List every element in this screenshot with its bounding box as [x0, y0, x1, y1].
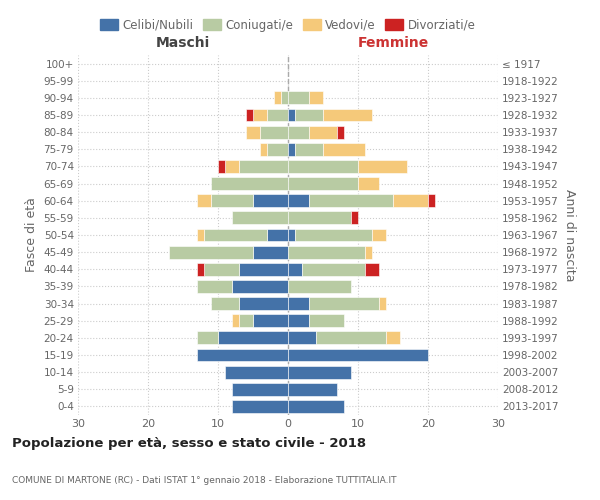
- Bar: [169, 246, 253, 258]
- Bar: [232, 212, 288, 224]
- Bar: [288, 263, 302, 276]
- Bar: [281, 92, 288, 104]
- Bar: [288, 177, 358, 190]
- Bar: [211, 177, 288, 190]
- Bar: [197, 194, 211, 207]
- Bar: [225, 160, 239, 173]
- Bar: [288, 143, 295, 156]
- Bar: [260, 143, 267, 156]
- Bar: [365, 263, 379, 276]
- Bar: [239, 297, 288, 310]
- Bar: [246, 126, 260, 138]
- Bar: [204, 263, 239, 276]
- Bar: [204, 228, 267, 241]
- Bar: [197, 348, 288, 362]
- Bar: [288, 366, 351, 378]
- Bar: [197, 280, 232, 293]
- Bar: [309, 297, 379, 310]
- Bar: [246, 108, 253, 122]
- Bar: [309, 92, 323, 104]
- Bar: [323, 108, 372, 122]
- Text: Maschi: Maschi: [156, 36, 210, 50]
- Y-axis label: Anni di nascita: Anni di nascita: [563, 188, 575, 281]
- Bar: [288, 332, 316, 344]
- Text: COMUNE DI MARTONE (RC) - Dati ISTAT 1° gennaio 2018 - Elaborazione TUTTITALIA.IT: COMUNE DI MARTONE (RC) - Dati ISTAT 1° g…: [12, 476, 397, 485]
- Bar: [309, 126, 337, 138]
- Bar: [218, 160, 225, 173]
- Bar: [309, 194, 393, 207]
- Bar: [253, 108, 267, 122]
- Bar: [309, 314, 344, 327]
- Bar: [428, 194, 435, 207]
- Bar: [260, 126, 288, 138]
- Bar: [218, 332, 288, 344]
- Bar: [288, 194, 309, 207]
- Bar: [197, 332, 218, 344]
- Bar: [288, 383, 337, 396]
- Bar: [288, 126, 309, 138]
- Bar: [295, 108, 323, 122]
- Bar: [351, 212, 358, 224]
- Bar: [379, 297, 386, 310]
- Bar: [232, 280, 288, 293]
- Bar: [267, 108, 288, 122]
- Legend: Celibi/Nubili, Coniugati/e, Vedovi/e, Divorziati/e: Celibi/Nubili, Coniugati/e, Vedovi/e, Di…: [95, 14, 481, 36]
- Bar: [295, 143, 323, 156]
- Bar: [197, 263, 204, 276]
- Bar: [288, 400, 344, 413]
- Bar: [288, 348, 428, 362]
- Bar: [253, 194, 288, 207]
- Bar: [288, 212, 351, 224]
- Bar: [316, 332, 386, 344]
- Bar: [358, 177, 379, 190]
- Bar: [288, 297, 309, 310]
- Bar: [239, 314, 253, 327]
- Bar: [302, 263, 365, 276]
- Bar: [288, 246, 365, 258]
- Bar: [211, 194, 253, 207]
- Bar: [239, 263, 288, 276]
- Bar: [288, 280, 351, 293]
- Bar: [393, 194, 428, 207]
- Bar: [288, 108, 295, 122]
- Bar: [232, 383, 288, 396]
- Bar: [253, 314, 288, 327]
- Bar: [358, 160, 407, 173]
- Bar: [267, 228, 288, 241]
- Bar: [211, 297, 239, 310]
- Bar: [323, 143, 365, 156]
- Text: Popolazione per età, sesso e stato civile - 2018: Popolazione per età, sesso e stato civil…: [12, 437, 366, 450]
- Bar: [239, 160, 288, 173]
- Bar: [274, 92, 281, 104]
- Bar: [372, 228, 386, 241]
- Bar: [288, 160, 358, 173]
- Bar: [288, 314, 309, 327]
- Bar: [288, 228, 295, 241]
- Bar: [253, 246, 288, 258]
- Bar: [386, 332, 400, 344]
- Bar: [197, 228, 204, 241]
- Bar: [225, 366, 288, 378]
- Bar: [288, 92, 309, 104]
- Bar: [295, 228, 372, 241]
- Text: Femmine: Femmine: [358, 36, 428, 50]
- Bar: [365, 246, 372, 258]
- Bar: [267, 143, 288, 156]
- Bar: [232, 400, 288, 413]
- Bar: [337, 126, 344, 138]
- Y-axis label: Fasce di età: Fasce di età: [25, 198, 38, 272]
- Bar: [232, 314, 239, 327]
